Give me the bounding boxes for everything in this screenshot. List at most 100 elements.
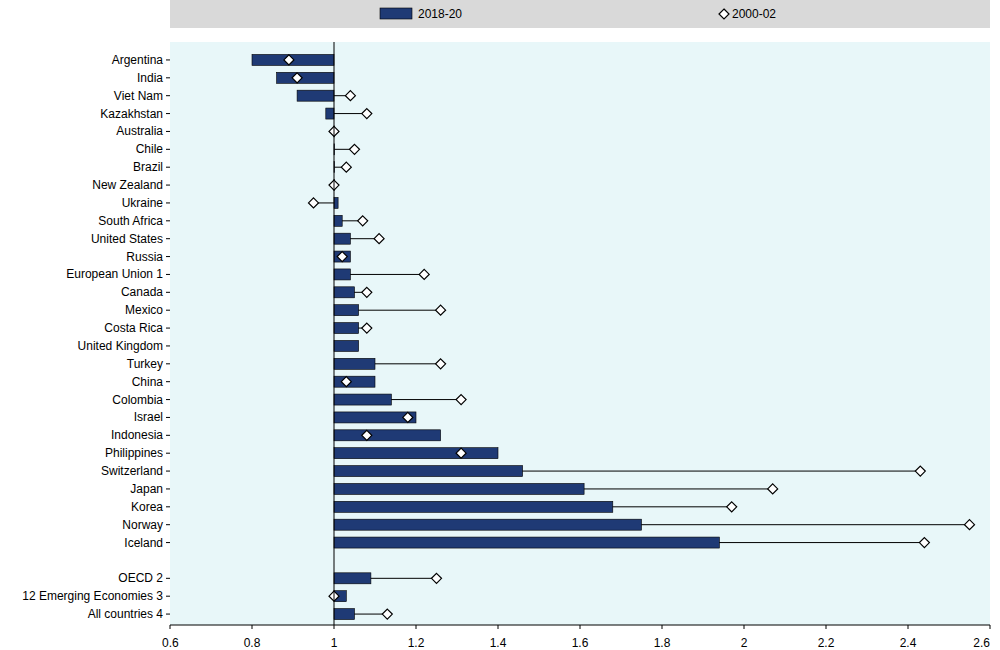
x-tick (662, 625, 663, 629)
category-label: Russia (126, 250, 163, 264)
category-label: Norway (122, 518, 163, 532)
marker (309, 198, 319, 208)
bar (334, 287, 355, 298)
category-label: Kazakhstan (100, 107, 163, 121)
legend-label: 2018-20 (418, 7, 462, 21)
y-tick (166, 542, 170, 543)
y-tick (166, 345, 170, 346)
x-tick (334, 625, 335, 629)
bar (334, 340, 359, 351)
chart: 0.60.811.21.41.61.822.22.42.6ArgentinaIn… (0, 0, 1000, 650)
bar (334, 573, 371, 584)
y-tick (166, 149, 170, 150)
bar (334, 501, 613, 512)
y-tick (166, 488, 170, 489)
x-tick-label: 1.2 (408, 636, 425, 650)
baseline (334, 42, 335, 625)
x-tick (252, 625, 253, 629)
category-label: Mexico (125, 303, 163, 317)
y-tick (166, 310, 170, 311)
y-tick (166, 614, 170, 615)
y-tick (166, 435, 170, 436)
bar (334, 233, 350, 244)
bar (334, 609, 355, 620)
legend-swatch (380, 8, 412, 19)
x-tick-label: 2.2 (818, 636, 835, 650)
y-tick (166, 95, 170, 96)
category-label: China (132, 375, 164, 389)
y-tick (166, 399, 170, 400)
bar (334, 376, 375, 387)
x-tick-label: 1.8 (654, 636, 671, 650)
x-tick-label: 0.6 (162, 636, 179, 650)
bar (334, 448, 498, 459)
y-tick (166, 220, 170, 221)
category-label: New Zealand (92, 178, 163, 192)
y-tick (166, 453, 170, 454)
bar (334, 394, 391, 405)
marker (965, 520, 975, 530)
marker (419, 269, 429, 279)
plot-background (170, 42, 990, 625)
y-tick (166, 292, 170, 293)
marker (341, 377, 351, 387)
category-label: Colombia (112, 393, 163, 407)
bar (334, 466, 523, 477)
x-tick-label: 1.6 (572, 636, 589, 650)
bar (334, 251, 350, 262)
y-tick (166, 596, 170, 597)
marker (727, 502, 737, 512)
y-tick (166, 506, 170, 507)
x-tick (908, 625, 909, 629)
bar (297, 90, 334, 101)
y-tick (166, 113, 170, 114)
y-tick (166, 59, 170, 60)
y-tick (166, 238, 170, 239)
x-tick (826, 625, 827, 629)
marker (919, 538, 929, 548)
legend-background (170, 0, 990, 28)
x-tick (990, 625, 991, 629)
bar (334, 537, 719, 548)
y-tick (166, 381, 170, 382)
legend-swatch (719, 9, 729, 19)
x-tick-label: 2 (741, 636, 748, 650)
marker (350, 144, 360, 154)
legend-label: 2000-02 (732, 7, 776, 21)
marker (432, 573, 442, 583)
bar (334, 215, 342, 226)
category-label: Indonesia (111, 428, 163, 442)
category-label: United States (91, 232, 163, 246)
category-label: OECD 2 (118, 571, 163, 585)
x-tick (498, 625, 499, 629)
bar (277, 72, 334, 83)
marker (358, 216, 368, 226)
bar (334, 358, 375, 369)
marker (382, 609, 392, 619)
marker (374, 234, 384, 244)
y-tick (166, 524, 170, 525)
category-label: Switzerland (101, 464, 163, 478)
marker (362, 323, 372, 333)
marker (436, 359, 446, 369)
y-tick (166, 578, 170, 579)
bar (334, 197, 338, 208)
category-label: Australia (116, 124, 163, 138)
marks (252, 54, 975, 619)
y-tick (166, 328, 170, 329)
x-tick (416, 625, 417, 629)
marker (292, 73, 302, 83)
marker (362, 109, 372, 119)
bar (326, 108, 334, 119)
category-label: Philippines (105, 446, 163, 460)
category-label: South Africa (98, 214, 163, 228)
marker (768, 484, 778, 494)
marker (341, 162, 351, 172)
marker (456, 448, 466, 458)
y-tick (166, 167, 170, 168)
y-tick (166, 77, 170, 78)
y-tick (166, 274, 170, 275)
marker (436, 305, 446, 315)
x-tick (170, 625, 171, 629)
category-label: Turkey (127, 357, 163, 371)
